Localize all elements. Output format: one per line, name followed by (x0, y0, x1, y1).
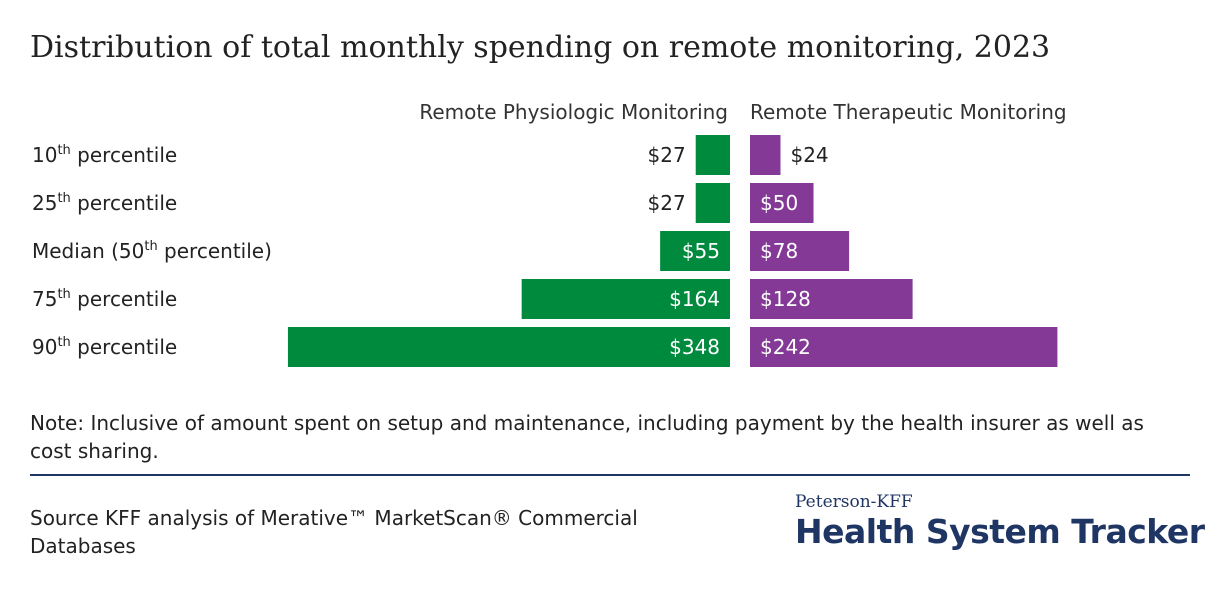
bar-s1-0 (750, 135, 781, 175)
category-label-1: 25th percentile (32, 191, 177, 215)
bar-s1-4 (750, 327, 1058, 367)
category-label-0: 10th percentile (32, 143, 177, 167)
value-label-s1-2: $78 (760, 239, 798, 263)
tracker-logo: Peterson-KFF Health System Tracker (795, 492, 1205, 552)
divider (30, 474, 1190, 476)
bar-s1-1 (750, 183, 814, 223)
bar-s1-3 (750, 279, 913, 319)
bar-s0-3 (521, 279, 730, 319)
logo-subtitle: Peterson-KFF (795, 492, 913, 512)
value-label-s0-4: $348 (669, 335, 720, 359)
bar-s0-4 (287, 327, 730, 367)
bar-s0-1 (695, 183, 730, 223)
value-label-s1-4: $242 (760, 335, 811, 359)
chart-title: Distribution of total monthly spending o… (30, 30, 1051, 65)
value-label-s0-0: $27 (648, 143, 686, 167)
value-label-s1-0: $24 (790, 143, 828, 167)
value-label-s0-1: $27 (648, 191, 686, 215)
chart-source: Source KFF analysis of Merative™ MarketS… (30, 506, 638, 558)
bar-s0-2 (660, 231, 730, 271)
bar-chart: Remote Physiologic Monitoring Remote Ther… (32, 100, 1067, 367)
bar-s1-2 (750, 231, 850, 271)
chart-note: Note: Inclusive of amount spent on setup… (30, 411, 1144, 463)
logo-title: Health System Tracker (795, 512, 1205, 551)
value-label-s0-3: $164 (669, 287, 720, 311)
bar-s0-0 (695, 135, 730, 175)
category-label-4: 90th percentile (32, 335, 177, 359)
value-label-s1-1: $50 (760, 191, 798, 215)
value-label-s1-3: $128 (760, 287, 811, 311)
series-header-0: Remote Physiologic Monitoring (419, 100, 728, 124)
series-header-1: Remote Therapeutic Monitoring (750, 100, 1067, 124)
value-label-s0-2: $55 (682, 239, 720, 263)
category-label-2: Median (50th percentile) (32, 239, 272, 263)
category-label-3: 75th percentile (32, 287, 177, 311)
